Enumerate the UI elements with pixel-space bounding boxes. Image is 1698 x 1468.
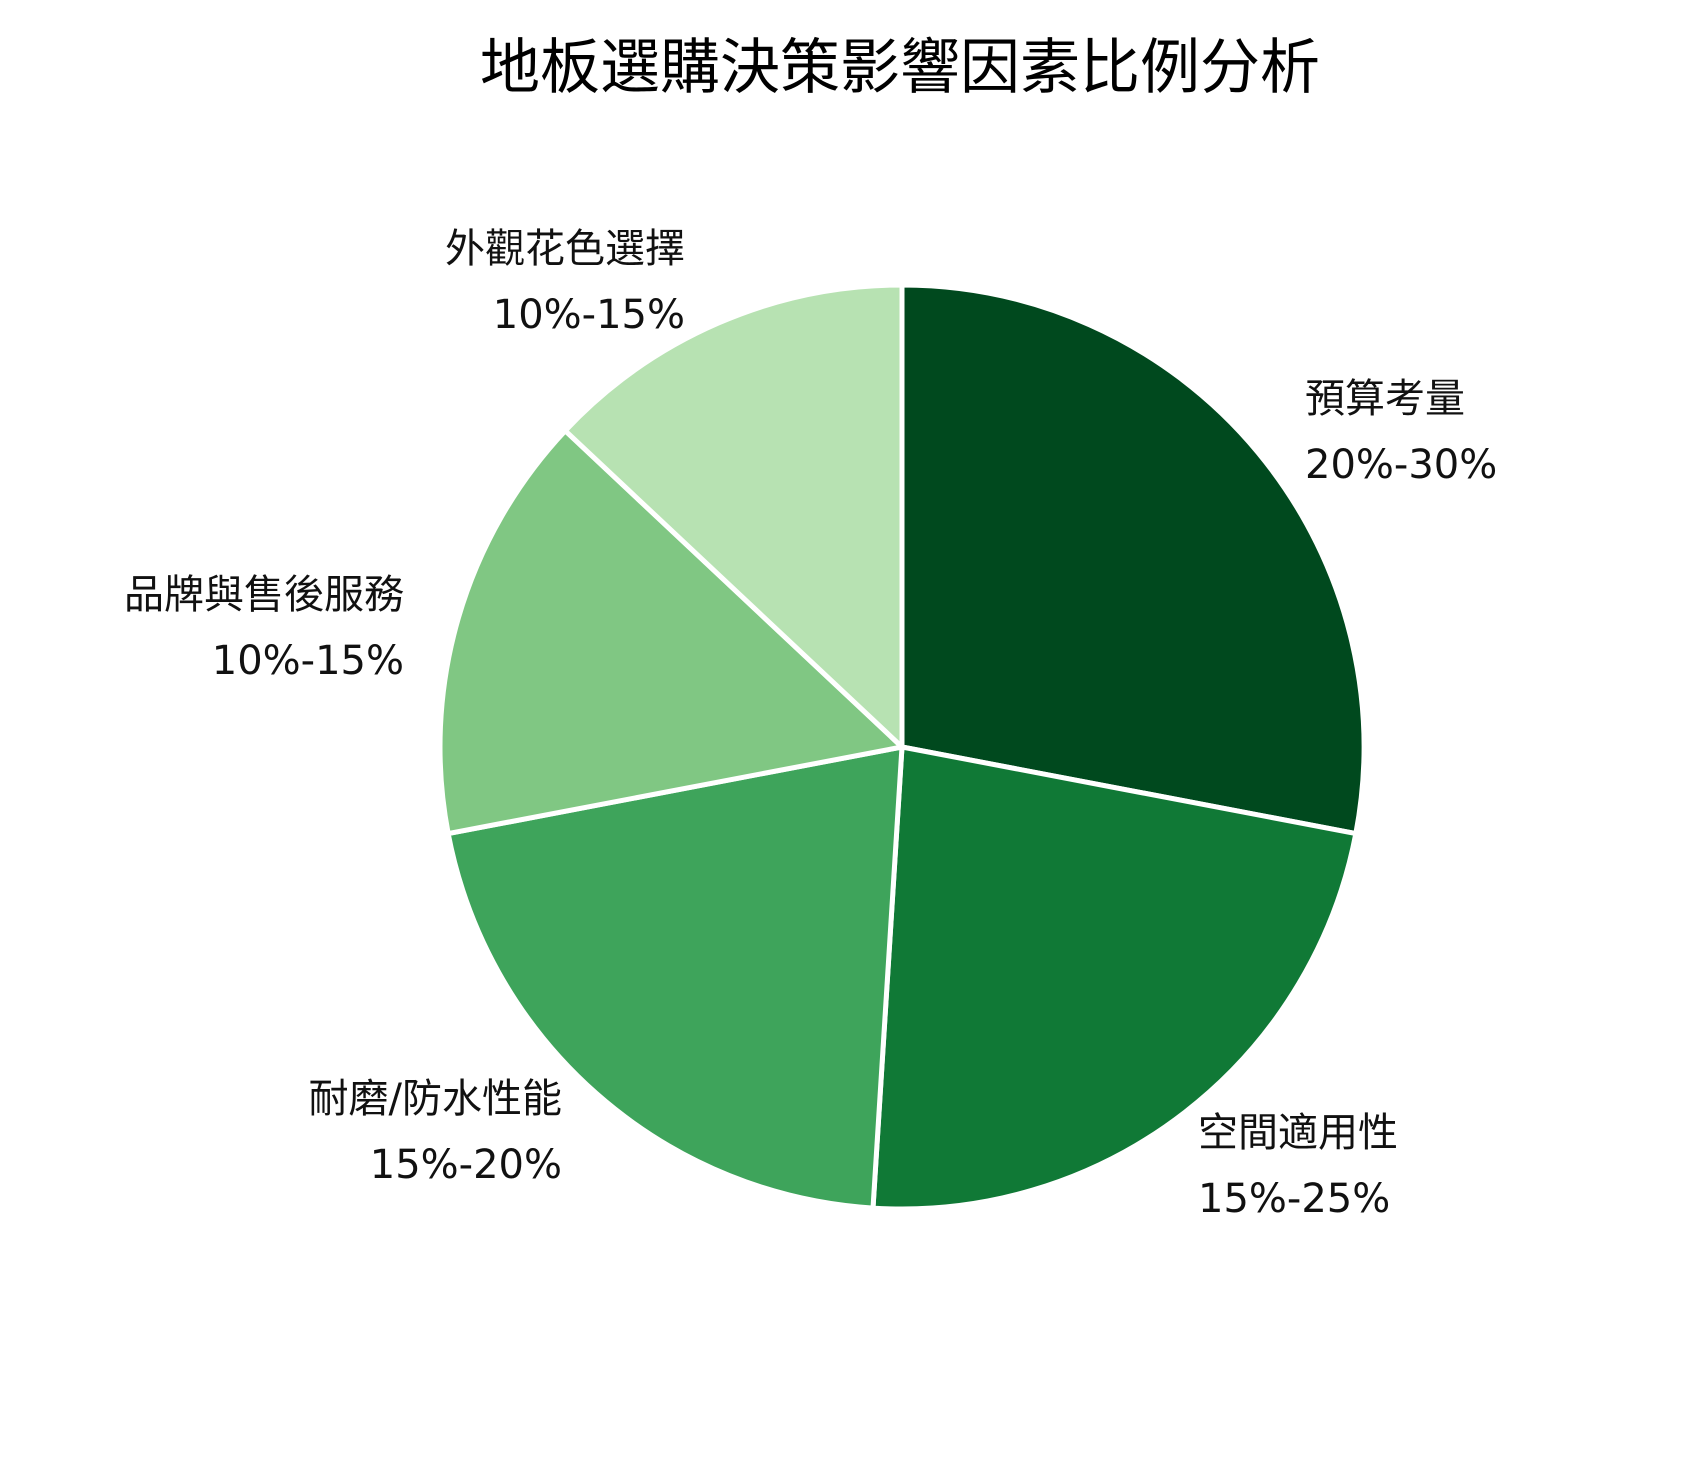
pie-slice	[437, 428, 905, 837]
slice-range-label: 10%-15%	[212, 638, 404, 684]
pie-chart: 地板選購決策影響因素比例分析 預算考量 20%-30% 空間適用性 15%-25% 耐磨…	[124, 33, 1497, 1222]
slice-label: 外觀花色選擇	[445, 226, 685, 272]
slice-label: 空間適用性	[1198, 1110, 1398, 1156]
pie-slices	[437, 282, 1367, 1212]
slice-label: 品牌與售後服務	[124, 572, 404, 618]
slice-range-label: 15%-20%	[370, 1142, 562, 1188]
slice-label: 耐磨/防水性能	[309, 1076, 562, 1122]
slice-range-label: 20%-30%	[1305, 442, 1497, 488]
slice-range-label: 10%-15%	[493, 292, 685, 338]
slice-label: 預算考量	[1305, 376, 1465, 422]
pie-slice	[899, 282, 1367, 837]
pie-slice	[445, 744, 905, 1211]
pie-labels: 預算考量 20%-30% 空間適用性 15%-25% 耐磨/防水性能 15%-20% 品牌與…	[124, 226, 1497, 1222]
pie-slice	[870, 744, 1359, 1212]
pie-slice	[562, 282, 905, 750]
slice-range-label: 15%-25%	[1198, 1176, 1390, 1222]
chart-title: 地板選購決策影響因素比例分析	[480, 33, 1320, 103]
